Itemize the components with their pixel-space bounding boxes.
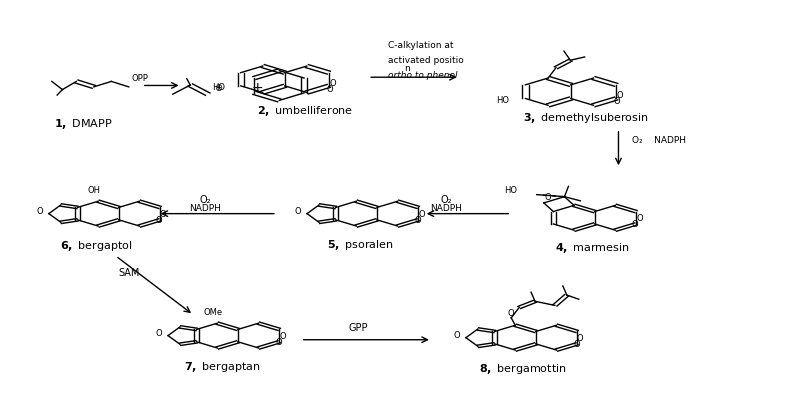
Text: n: n [404,64,410,72]
Text: O₂: O₂ [440,195,452,205]
Text: OH: OH [88,186,101,195]
Text: +: + [251,81,263,95]
Text: $\mathbf{4,}$ marmesin: $\mathbf{4,}$ marmesin [555,241,630,255]
Text: HO: HO [212,83,225,93]
Text: $\mathbf{5,}$ psoralen: $\mathbf{5,}$ psoralen [327,238,394,251]
Text: $\mathbf{3,}$ demethylsuberosin: $\mathbf{3,}$ demethylsuberosin [523,111,649,124]
Text: O: O [418,210,425,219]
Text: NADPH: NADPH [430,204,462,213]
Text: OMe: OMe [204,308,223,317]
Text: GPP: GPP [349,323,369,334]
Text: OPP: OPP [131,74,148,83]
Text: O: O [275,338,282,347]
Text: ortho to phenol: ortho to phenol [388,71,458,80]
Text: O: O [156,216,162,225]
Text: $\mathbf{6,}$ bergaptol: $\mathbf{6,}$ bergaptol [60,239,132,253]
Text: $\mathbf{7,}$ bergaptan: $\mathbf{7,}$ bergaptan [184,360,260,374]
Text: $\mathbf{1,}$ DMAPP: $\mathbf{1,}$ DMAPP [54,117,113,131]
Text: O₂: O₂ [200,195,211,205]
Text: C-alkylation at: C-alkylation at [388,41,454,50]
Text: O₂    NADPH: O₂ NADPH [632,136,686,145]
Text: O: O [330,79,336,88]
Text: O: O [279,332,286,341]
Text: O: O [294,207,301,216]
Text: O: O [453,331,460,340]
Text: O: O [414,216,421,225]
Text: O: O [577,334,584,343]
Text: O: O [545,193,551,202]
Text: NADPH: NADPH [190,204,222,213]
Text: activated positio: activated positio [388,56,464,65]
Text: O: O [508,309,514,318]
Text: HO: HO [504,186,517,195]
Text: O: O [614,97,620,106]
Text: $\mathbf{8,}$ bergamottin: $\mathbf{8,}$ bergamottin [479,362,567,375]
Text: SAM: SAM [118,269,139,279]
Text: $\mathbf{2,}$ umbelliferone: $\mathbf{2,}$ umbelliferone [257,104,354,119]
Text: O: O [617,91,623,100]
Text: HO: HO [497,96,510,105]
Text: O: O [326,85,333,94]
Text: O: O [573,340,580,349]
Text: ⊕: ⊕ [214,83,222,93]
Text: O: O [155,328,162,338]
Text: O: O [160,210,166,219]
Text: O: O [36,207,42,216]
Text: O: O [637,214,643,223]
Text: O: O [632,220,638,229]
